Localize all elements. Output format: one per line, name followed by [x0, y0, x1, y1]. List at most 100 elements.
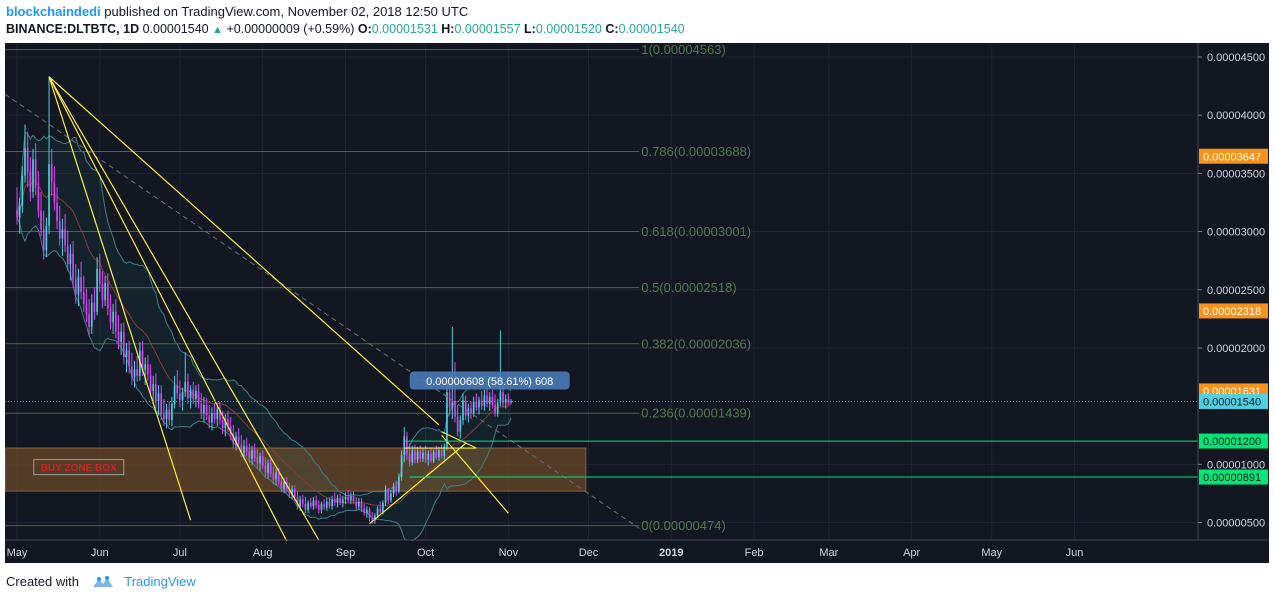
time-axis[interactable]: May Jun Jul Aug Sep Oct Nov Dec 2019 Feb Mar Apr May…	[7, 547, 1084, 559]
candle	[90, 294, 93, 334]
candle	[341, 495, 344, 508]
candle	[40, 191, 42, 237]
candle-body	[56, 202, 58, 222]
buy-zone-box[interactable]: BUY ZONE BOX	[4, 447, 587, 492]
author-link[interactable]: blockchaindedi	[6, 4, 101, 19]
price-axis[interactable]: 0.00004500 0.00004000 0.00003500 0.00003000…	[1198, 52, 1268, 530]
candle	[125, 343, 128, 373]
fan-line[interactable]	[48, 76, 192, 521]
candle-body	[219, 409, 221, 421]
candle-body	[96, 268, 98, 312]
candle-body	[40, 210, 42, 230]
close-label: C:	[605, 22, 619, 36]
candle-body	[304, 503, 307, 510]
candle-body	[200, 403, 203, 414]
candle	[48, 76, 50, 234]
candle	[507, 393, 510, 405]
fib-level-label: 1(0.00004563)	[641, 43, 726, 57]
candle	[80, 261, 82, 300]
candle-body	[504, 399, 507, 403]
candle-body	[211, 413, 213, 423]
trend-line-dashed[interactable]	[4, 93, 640, 529]
candle	[392, 482, 395, 497]
candle-body	[53, 182, 56, 203]
time-tick-label: May	[981, 547, 1002, 559]
candle-body	[462, 400, 464, 421]
candle	[368, 507, 371, 522]
candle	[197, 384, 200, 409]
buy-zone-rect[interactable]	[4, 447, 587, 492]
candle	[131, 352, 133, 386]
candle-body	[232, 434, 235, 444]
candle-body	[122, 331, 125, 358]
candle-body	[264, 465, 267, 473]
candle-body	[160, 393, 163, 415]
candle-body	[157, 393, 160, 402]
candle	[333, 492, 336, 507]
candle-body	[502, 392, 504, 403]
candle	[21, 166, 24, 213]
fan-line[interactable]	[48, 76, 440, 426]
candle	[264, 457, 267, 478]
candle	[358, 498, 360, 510]
candle	[109, 294, 112, 330]
chart-container[interactable]: BUY ZONE BOX 1(0.00004563) 0.786(0.000036…	[4, 42, 1269, 563]
candle-body	[366, 509, 368, 514]
tradingview-logo-icon[interactable]	[91, 575, 115, 589]
ohlc-legend: BINANCE:DLTBTC, 1D 0.00001540 ▲ +0.00000…	[6, 22, 685, 36]
candle-body	[328, 501, 331, 507]
candle-body	[221, 420, 224, 429]
candle	[253, 443, 256, 463]
candle-body	[491, 396, 494, 405]
candle-body	[42, 229, 45, 251]
fan-line[interactable]	[48, 76, 288, 542]
candle-body	[480, 400, 483, 407]
candle-body	[430, 453, 432, 461]
time-tick-label: Nov	[499, 547, 519, 559]
candle	[494, 394, 496, 417]
fan-line[interactable]	[48, 76, 320, 541]
candle-body	[216, 409, 219, 419]
candle-body	[347, 496, 349, 501]
candle-body	[496, 402, 499, 414]
candle	[470, 401, 472, 419]
candle	[42, 210, 45, 260]
candle	[446, 380, 448, 451]
candle-body	[424, 452, 427, 460]
candle-body	[248, 451, 251, 459]
candle	[168, 401, 171, 425]
candle	[424, 445, 427, 464]
candle-body	[483, 395, 486, 407]
candle	[104, 275, 106, 307]
candle	[101, 271, 104, 309]
candle-body	[387, 489, 390, 501]
candle	[56, 187, 58, 230]
candle-body	[280, 481, 283, 489]
candle	[69, 244, 72, 281]
price-tick-label: 0.00002000	[1207, 343, 1265, 355]
time-tick-label: Oct	[417, 547, 434, 559]
candle-body	[26, 147, 29, 173]
candle-body	[309, 502, 312, 507]
candle-body	[80, 276, 82, 293]
fan-line[interactable]	[369, 442, 467, 525]
drawings[interactable]: 0.00000608 (58.61%) 608	[4, 76, 1198, 542]
candle	[147, 354, 149, 381]
candle-body	[341, 499, 344, 503]
price-tick-label: 0.00003500	[1207, 168, 1265, 180]
tradingview-link[interactable]: TradingView	[124, 574, 196, 589]
candle	[128, 340, 130, 374]
pennant-lines[interactable]	[404, 431, 477, 449]
candle-body	[69, 253, 72, 265]
candle	[395, 480, 398, 496]
candle-body	[85, 303, 88, 315]
candle-body	[131, 366, 133, 378]
candle	[133, 360, 136, 388]
candle	[251, 445, 253, 466]
fib-retracement[interactable]: 1(0.00004563) 0.786(0.00003688) 0.618(0.00…	[5, 42, 751, 533]
candle	[112, 303, 114, 334]
candle-body	[205, 404, 208, 416]
candle	[82, 275, 85, 312]
candle	[403, 427, 406, 463]
price-chart[interactable]: BUY ZONE BOX 1(0.00004563) 0.786(0.000036…	[4, 42, 1269, 563]
